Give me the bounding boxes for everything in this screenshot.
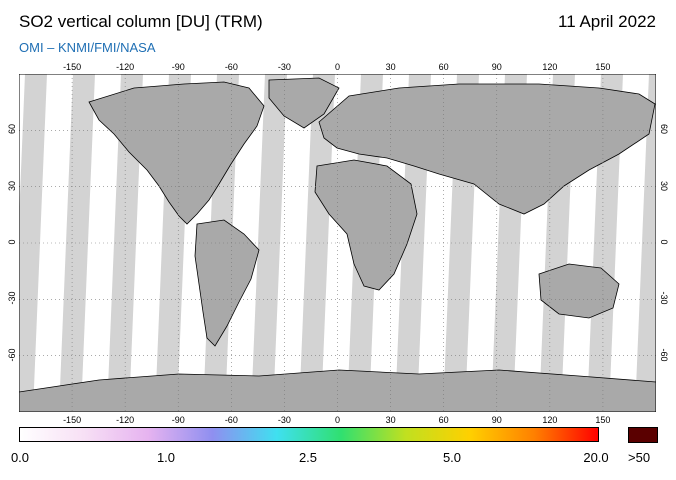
lat-tick-label: 60 [7, 124, 17, 135]
lat-tick-label: 0 [659, 239, 669, 245]
lon-tick-label: 90 [491, 62, 502, 72]
lon-tick-label: -150 [63, 415, 82, 425]
lon-tick-label: 30 [385, 415, 396, 425]
lat-tick-label: 30 [659, 180, 669, 191]
orbit-swath [609, 74, 649, 412]
lat-tick-label: -60 [7, 348, 17, 362]
orbit-swath [19, 74, 25, 219]
land-australia [538, 263, 620, 319]
so2-map [19, 74, 656, 412]
lon-tick-label: -90 [171, 62, 185, 72]
orbit-swaths [19, 74, 649, 412]
lon-tick-label: 0 [334, 415, 340, 425]
colorbar-label-1: 1.0 [156, 450, 176, 465]
colorbar [19, 427, 599, 442]
lon-tick-label: -150 [63, 62, 82, 72]
lon-tick-label: 30 [385, 62, 396, 72]
lon-tick-label: -30 [277, 415, 291, 425]
lon-tick-label: -60 [224, 415, 238, 425]
lon-tick-label: 60 [438, 62, 449, 72]
lon-tick-label: 120 [542, 415, 558, 425]
lon-tick-label: 0 [334, 62, 340, 72]
colorbar-label-0: 0.0 [10, 450, 30, 465]
orbit-swath [33, 74, 73, 412]
map-title: SO2 vertical column [DU] (TRM) [19, 12, 263, 31]
land-eurasia [318, 83, 656, 215]
lat-tick-label: -60 [659, 348, 669, 362]
lon-tick-label: 120 [542, 62, 558, 72]
land-south-america [194, 219, 260, 347]
lon-tick-label: -120 [116, 415, 135, 425]
lat-tick-label: 60 [659, 124, 669, 135]
lon-tick-label: 150 [595, 415, 611, 425]
colorbar-label-2: 2.5 [298, 450, 318, 465]
colorbar-label-3: 5.0 [442, 450, 462, 465]
lon-tick-label: 60 [438, 415, 449, 425]
lon-tick-label: -90 [171, 415, 185, 425]
lat-tick-label: -30 [659, 291, 669, 305]
orbit-swath [273, 74, 313, 412]
lon-tick-label: 150 [595, 62, 611, 72]
lon-tick-label: 90 [491, 415, 502, 425]
land-greenland [268, 77, 340, 129]
lat-tick-label: 30 [7, 180, 17, 191]
map-date: 11 April 2022 [558, 12, 656, 31]
orbit-swath [81, 74, 121, 412]
lat-tick-label: -30 [7, 291, 17, 305]
lon-tick-label: -60 [224, 62, 238, 72]
lat-tick-label: 0 [7, 239, 17, 245]
graticule [19, 74, 656, 412]
lon-tick-label: -120 [116, 62, 135, 72]
colorbar-overflow-label: >50 [628, 450, 651, 465]
colorbar-gradient [19, 427, 599, 442]
colorbar-overflow-swatch [628, 427, 658, 443]
land-africa [314, 159, 418, 291]
orbit-swath [321, 74, 361, 412]
lon-tick-label: -30 [277, 62, 291, 72]
land-north-america [88, 81, 265, 225]
colorbar-label-4: 20.0 [583, 450, 609, 465]
data-credit: OMI – KNMI/FMI/NASA [19, 40, 156, 55]
